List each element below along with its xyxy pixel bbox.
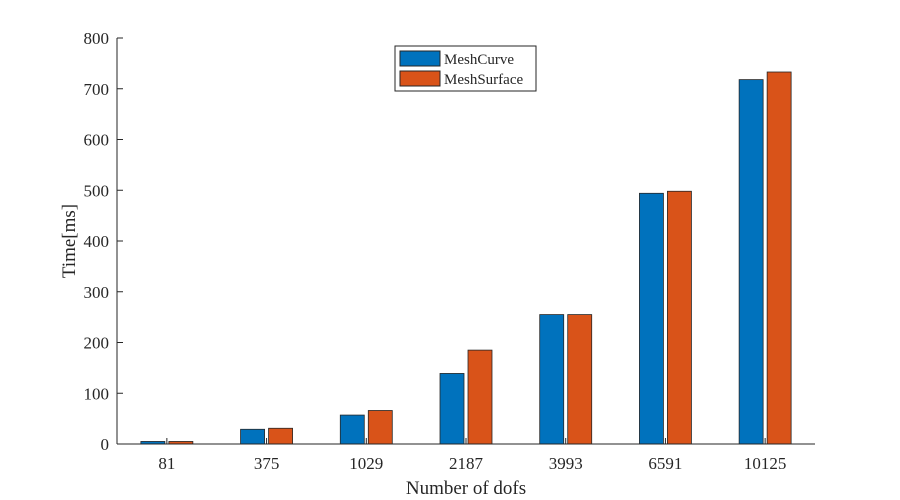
x-axis-title: Number of dofs [406, 478, 526, 499]
bar-meshcurve-3993 [539, 314, 565, 445]
x-tick-label: 1029 [349, 454, 383, 473]
legend-label-meshcurve: MeshCurve [444, 52, 514, 68]
y-tick-label: 100 [84, 384, 110, 403]
bar-meshcurve-375 [240, 428, 265, 445]
y-tick-label: 400 [84, 232, 110, 251]
y-tick-label: 700 [84, 80, 110, 99]
bar-meshcurve-6591 [639, 192, 664, 445]
y-tick-label: 0 [101, 435, 110, 454]
bar-meshcurve-1029 [339, 414, 365, 445]
y-tick-label: 500 [84, 181, 110, 200]
bar-meshsurface-6591 [667, 190, 692, 445]
x-ticks: 81 375 1029 2187 3993 6591 10125 [158, 438, 786, 473]
legend-swatch-meshcurve [399, 50, 441, 67]
bar-meshcurve-10125 [738, 79, 764, 445]
legend-label-meshsurface: MeshSurface [444, 72, 523, 88]
x-tick-label: 3993 [549, 454, 583, 473]
x-tick-label: 10125 [744, 454, 787, 473]
y-ticks: 0 100 200 300 400 500 600 700 800 [84, 29, 123, 454]
y-tick-label: 200 [84, 334, 110, 353]
bar-meshsurface-1029 [367, 410, 393, 445]
x-tick-label: 2187 [449, 454, 484, 473]
x-tick-label: 375 [254, 454, 280, 473]
bar-meshsurface-10125 [766, 71, 792, 445]
bar-meshsurface-3993 [567, 314, 593, 445]
y-tick-label: 600 [84, 131, 110, 150]
x-tick-label: 6591 [648, 454, 682, 473]
legend-swatch-meshsurface [399, 70, 441, 87]
bar-meshsurface-2187 [467, 349, 493, 445]
bar-meshsurface-375 [268, 427, 293, 445]
bars-layer [140, 71, 792, 445]
legend: MeshCurve MeshSurface [394, 45, 537, 92]
y-tick-label: 800 [84, 29, 110, 48]
y-axis-title: Time[ms] [59, 204, 80, 278]
y-tick-label: 300 [84, 283, 110, 302]
bar-meshcurve-2187 [439, 373, 465, 445]
x-tick-label: 81 [158, 454, 175, 473]
